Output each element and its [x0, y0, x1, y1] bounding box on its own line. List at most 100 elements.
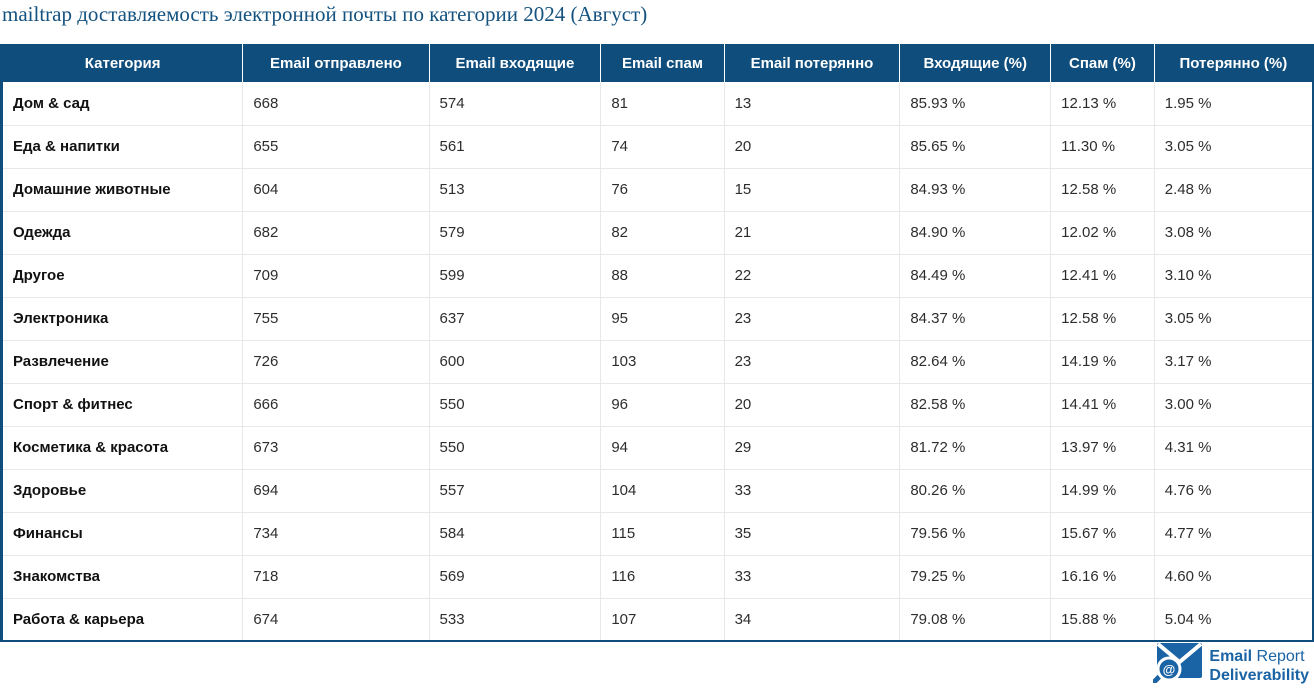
column-header: Потерянно (%) — [1154, 44, 1313, 82]
value-cell: 674 — [242, 598, 430, 641]
value-cell: 755 — [242, 297, 430, 341]
value-cell: 81.72 % — [899, 426, 1052, 470]
value-cell: 88 — [600, 254, 725, 298]
value-cell: 84.49 % — [899, 254, 1052, 298]
value-cell: 85.65 % — [899, 125, 1052, 169]
value-cell: 4.76 % — [1154, 469, 1313, 513]
category-cell: Работа & карьера — [1, 598, 244, 641]
value-cell: 682 — [242, 211, 430, 255]
table-row: Электроника 755 637 95 23 84.37 % 12.58 % 3.05 … — [1, 297, 1313, 341]
value-cell: 3.17 % — [1154, 340, 1313, 384]
logo-line2-bold: Deliverability — [1209, 666, 1309, 684]
value-cell: 76 — [600, 168, 725, 212]
value-cell: 79.08 % — [899, 598, 1052, 641]
value-cell: 84.37 % — [899, 297, 1052, 341]
value-cell: 668 — [242, 82, 430, 126]
value-cell: 3.10 % — [1154, 254, 1313, 298]
value-cell: 80.26 % — [899, 469, 1052, 513]
category-cell: Одежда — [1, 211, 244, 255]
value-cell: 22 — [724, 254, 901, 298]
value-cell: 82.64 % — [899, 340, 1052, 384]
category-cell: Спорт & фитнес — [1, 383, 244, 427]
value-cell: 13.97 % — [1050, 426, 1155, 470]
svg-text:@: @ — [1163, 662, 1176, 677]
value-cell: 584 — [429, 512, 602, 556]
table-row: Знакомства 718 569 116 33 79.25 % 16.16 % 4.60 … — [1, 555, 1313, 599]
category-cell: Другое — [1, 254, 244, 298]
value-cell: 79.56 % — [899, 512, 1052, 556]
envelope-magnifier-at-icon: @ — [1150, 642, 1203, 688]
value-cell: 694 — [242, 469, 430, 513]
value-cell: 5.04 % — [1154, 598, 1313, 641]
value-cell: 550 — [429, 383, 602, 427]
table-row: Дом & сад 668 574 81 13 85.93 % 12.13 % 1.95 % — [1, 82, 1313, 126]
value-cell: 550 — [429, 426, 602, 470]
value-cell: 600 — [429, 340, 602, 384]
value-cell: 12.58 % — [1050, 168, 1155, 212]
value-cell: 103 — [600, 340, 725, 384]
value-cell: 569 — [429, 555, 602, 599]
column-header: Email отправлено — [242, 44, 430, 82]
value-cell: 20 — [724, 383, 901, 427]
value-cell: 709 — [242, 254, 430, 298]
value-cell: 513 — [429, 168, 602, 212]
value-cell: 79.25 % — [899, 555, 1052, 599]
category-cell: Еда & напитки — [1, 125, 244, 169]
deliverability-table: Категория Email отправлено Email входящие E… — [0, 44, 1314, 642]
value-cell: 3.05 % — [1154, 125, 1313, 169]
category-cell: Финансы — [1, 512, 244, 556]
table-row: Спорт & фитнес 666 550 96 20 82.58 % 14.41 % 3.… — [1, 383, 1313, 427]
value-cell: 95 — [600, 297, 725, 341]
value-cell: 726 — [242, 340, 430, 384]
value-cell: 107 — [600, 598, 725, 641]
value-cell: 673 — [242, 426, 430, 470]
value-cell: 94 — [600, 426, 725, 470]
value-cell: 4.60 % — [1154, 555, 1313, 599]
value-cell: 21 — [724, 211, 901, 255]
table-head: Категория Email отправлено Email входящие E… — [1, 44, 1313, 82]
value-cell: 561 — [429, 125, 602, 169]
value-cell: 12.41 % — [1050, 254, 1155, 298]
value-cell: 15 — [724, 168, 901, 212]
value-cell: 13 — [724, 82, 901, 126]
table-header-row: Категория Email отправлено Email входящие E… — [1, 44, 1313, 82]
value-cell: 557 — [429, 469, 602, 513]
table-body: Дом & сад 668 574 81 13 85.93 % 12.13 % 1.95 % Е… — [1, 82, 1313, 641]
value-cell: 4.77 % — [1154, 512, 1313, 556]
table-row: Косметика & красота 673 550 94 29 81.72 % 13.9… — [1, 426, 1313, 470]
value-cell: 579 — [429, 211, 602, 255]
category-cell: Здоровье — [1, 469, 244, 513]
value-cell: 2.48 % — [1154, 168, 1313, 212]
value-cell: 23 — [724, 297, 901, 341]
column-header: Спам (%) — [1050, 44, 1155, 82]
value-cell: 34 — [724, 598, 901, 641]
value-cell: 718 — [242, 555, 430, 599]
value-cell: 84.93 % — [899, 168, 1052, 212]
table-row: Одежда 682 579 82 21 84.90 % 12.02 % 3.08 % — [1, 211, 1313, 255]
value-cell: 20 — [724, 125, 901, 169]
value-cell: 14.41 % — [1050, 383, 1155, 427]
value-cell: 84.90 % — [899, 211, 1052, 255]
value-cell: 11.30 % — [1050, 125, 1155, 169]
value-cell: 637 — [429, 297, 602, 341]
value-cell: 734 — [242, 512, 430, 556]
column-header: Категория — [1, 44, 244, 82]
column-header: Входящие (%) — [899, 44, 1052, 82]
value-cell: 16.16 % — [1050, 555, 1155, 599]
column-header: Email потерянно — [724, 44, 901, 82]
value-cell: 3.08 % — [1154, 211, 1313, 255]
value-cell: 599 — [429, 254, 602, 298]
value-cell: 574 — [429, 82, 602, 126]
value-cell: 74 — [600, 125, 725, 169]
value-cell: 104 — [600, 469, 725, 513]
category-cell: Электроника — [1, 297, 244, 341]
value-cell: 1.95 % — [1154, 82, 1313, 126]
value-cell: 533 — [429, 598, 602, 641]
logo-line1-regular: Report — [1252, 647, 1305, 665]
value-cell: 15.88 % — [1050, 598, 1155, 641]
value-cell: 3.05 % — [1154, 297, 1313, 341]
value-cell: 12.02 % — [1050, 211, 1155, 255]
logo-wordmark: Email Report Deliverability — [1209, 647, 1309, 685]
value-cell: 14.99 % — [1050, 469, 1155, 513]
value-cell: 15.67 % — [1050, 512, 1155, 556]
